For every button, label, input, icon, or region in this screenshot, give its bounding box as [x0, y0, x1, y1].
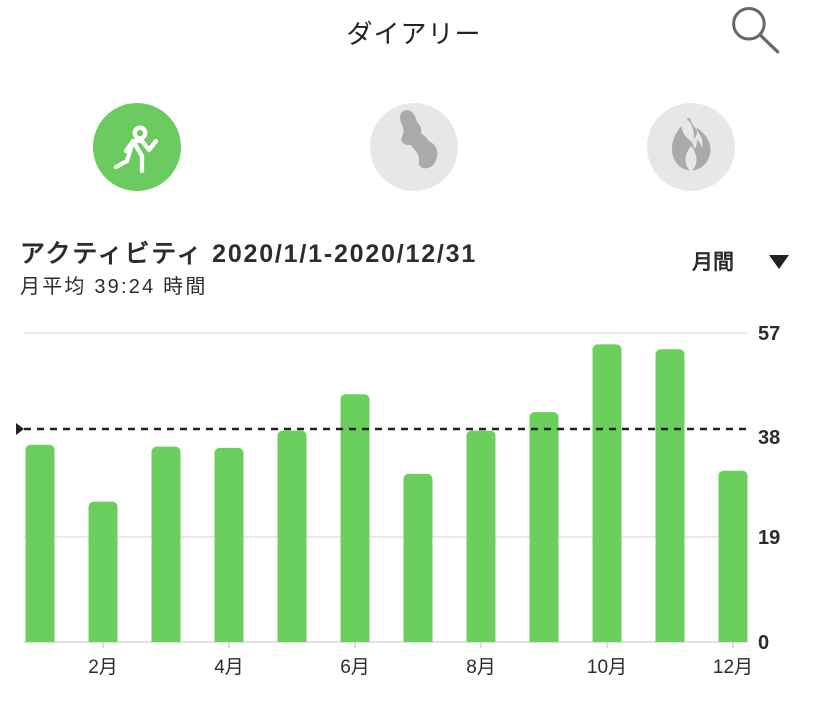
svg-text:10月: 10月: [587, 657, 627, 678]
svg-text:57: 57: [758, 323, 780, 345]
svg-text:8月: 8月: [466, 657, 496, 678]
svg-text:2月: 2月: [88, 657, 118, 678]
svg-text:6月: 6月: [340, 657, 370, 678]
svg-text:0: 0: [758, 632, 769, 654]
svg-text:19: 19: [758, 527, 780, 549]
svg-text:12月: 12月: [713, 657, 753, 678]
svg-text:38: 38: [758, 427, 780, 449]
svg-text:4月: 4月: [214, 657, 244, 678]
